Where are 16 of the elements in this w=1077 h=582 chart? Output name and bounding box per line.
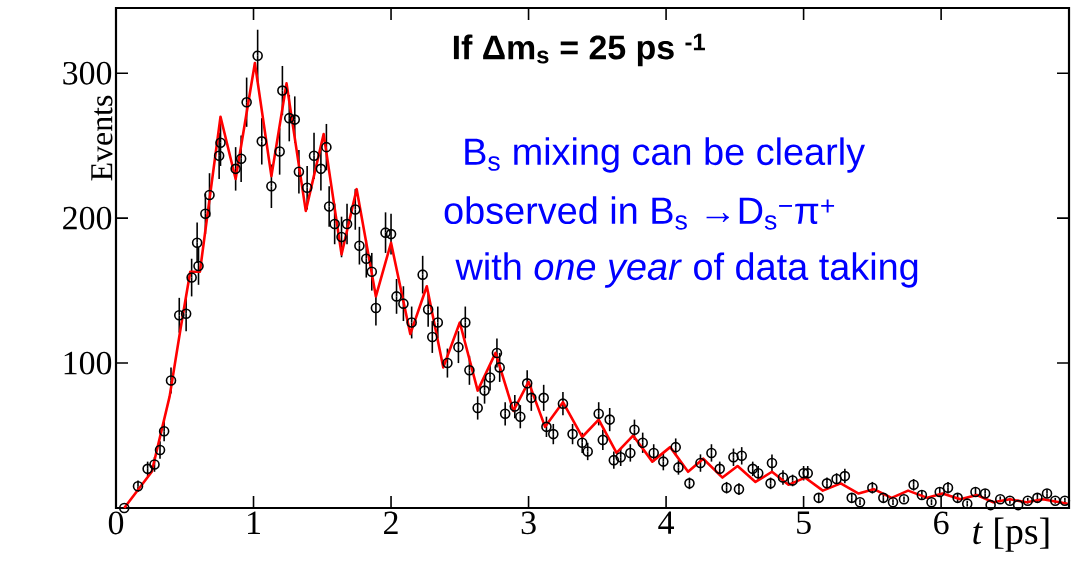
y-tick-label: 100 bbox=[64, 351, 112, 375]
annotation: with one year of data taking bbox=[455, 252, 918, 288]
y-tick-label: 200 bbox=[63, 206, 112, 230]
x-tick-label: 0 bbox=[108, 511, 124, 535]
annotation: B$_{s}$ mixing can be clearly bbox=[465, 137, 865, 173]
annotation: observed in B$_{s}$ →D$_{s}$$^{−}$π$^{+}$ bbox=[444, 196, 835, 230]
x-tick-label: 3 bbox=[521, 511, 536, 535]
x-tick-label: 5 bbox=[797, 511, 811, 535]
x-tick-label: 2 bbox=[384, 511, 398, 534]
x-tick-label: 6 bbox=[934, 511, 949, 535]
x-tick-label: 4 bbox=[658, 511, 675, 534]
x-tick-label: 1 bbox=[248, 511, 260, 534]
x-axis-title: t [ps] bbox=[973, 517, 1049, 552]
y-tick-label: 300 bbox=[63, 61, 112, 85]
y-axis-title: Events bbox=[91, 95, 113, 181]
annotation: If Δm$_{s}$ = 25 ps $^{-1}$ bbox=[453, 33, 705, 67]
